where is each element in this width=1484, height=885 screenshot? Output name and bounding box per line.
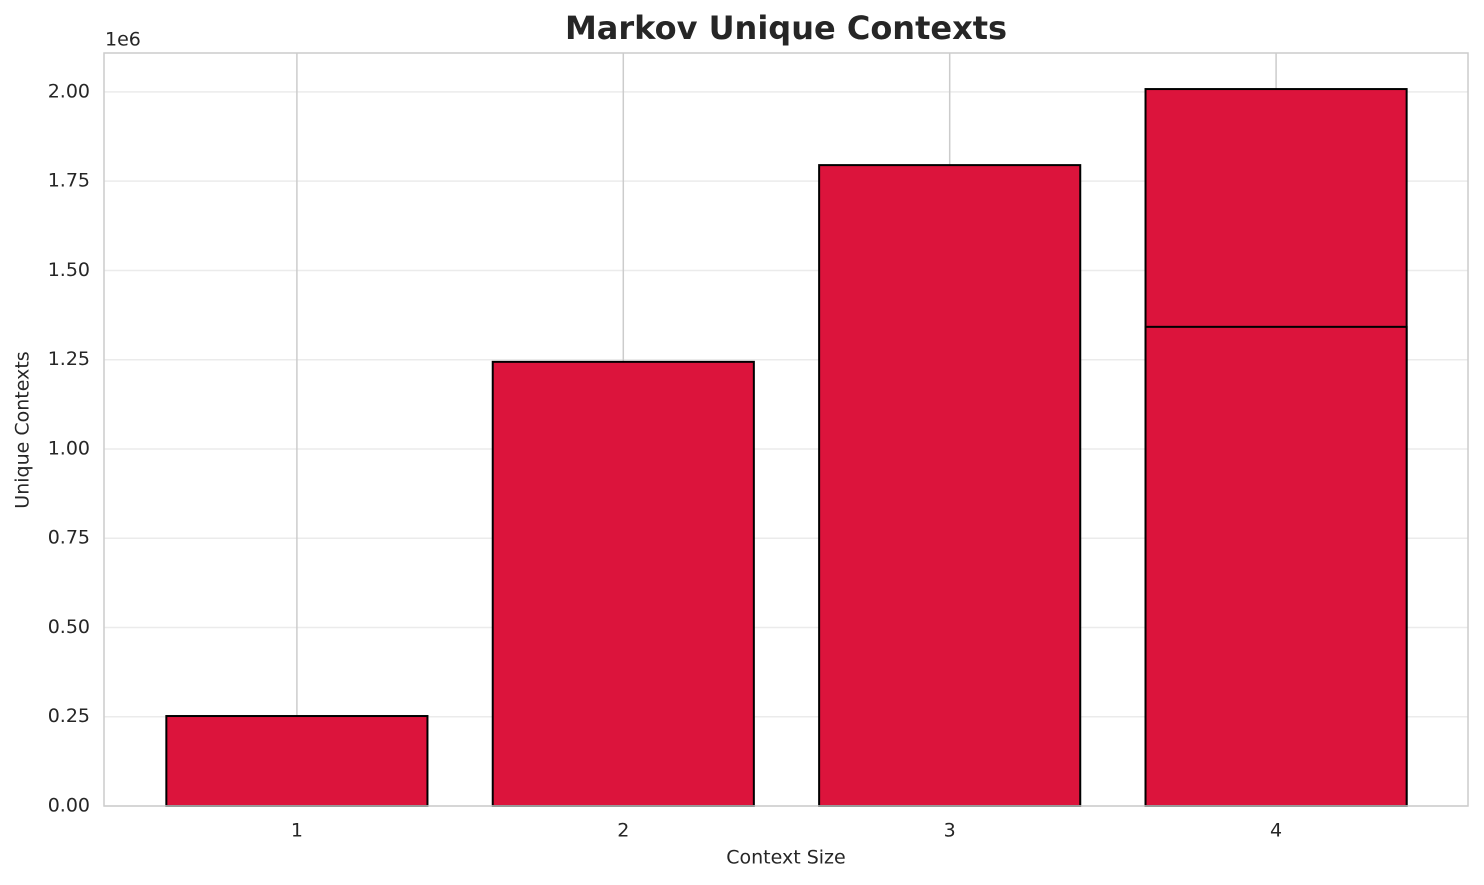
y-offset-label: 1e6 <box>105 29 141 51</box>
bar <box>818 164 1082 807</box>
y-tick-label: 1.00 <box>48 437 90 459</box>
y-tick-label: 0.50 <box>48 616 90 638</box>
bar <box>491 360 755 807</box>
y-tick-label: 1.75 <box>48 170 90 192</box>
y-axis-label: Unique Contexts <box>12 351 34 508</box>
x-tick-label: 2 <box>617 820 629 842</box>
y-tick-label: 0.25 <box>48 705 90 727</box>
y-tick-label: 0.75 <box>48 527 90 549</box>
x-tick-label: 3 <box>944 820 956 842</box>
y-tick-label: 0.00 <box>48 795 90 817</box>
chart-title: Markov Unique Contexts <box>565 9 1007 47</box>
bar <box>165 715 429 808</box>
bar <box>1144 325 1408 807</box>
y-tick-label: 1.25 <box>48 348 90 370</box>
plot-frame <box>103 52 1469 807</box>
y-tick-label: 1.50 <box>48 259 90 281</box>
x-tick-label: 4 <box>1270 820 1282 842</box>
y-tick-label: 2.00 <box>48 80 90 102</box>
x-tick-label: 1 <box>291 820 303 842</box>
x-axis-label: Context Size <box>726 847 845 869</box>
